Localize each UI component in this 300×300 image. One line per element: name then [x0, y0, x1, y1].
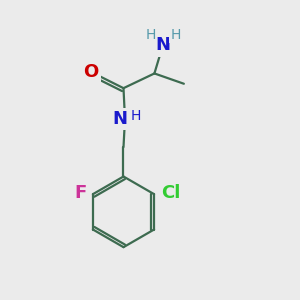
- Text: Cl: Cl: [161, 184, 181, 202]
- Text: H: H: [170, 28, 181, 42]
- Text: H: H: [131, 109, 141, 122]
- Text: H: H: [146, 28, 156, 42]
- Text: O: O: [83, 63, 99, 81]
- Text: N: N: [156, 37, 171, 55]
- Text: F: F: [74, 184, 87, 202]
- Text: N: N: [112, 110, 127, 128]
